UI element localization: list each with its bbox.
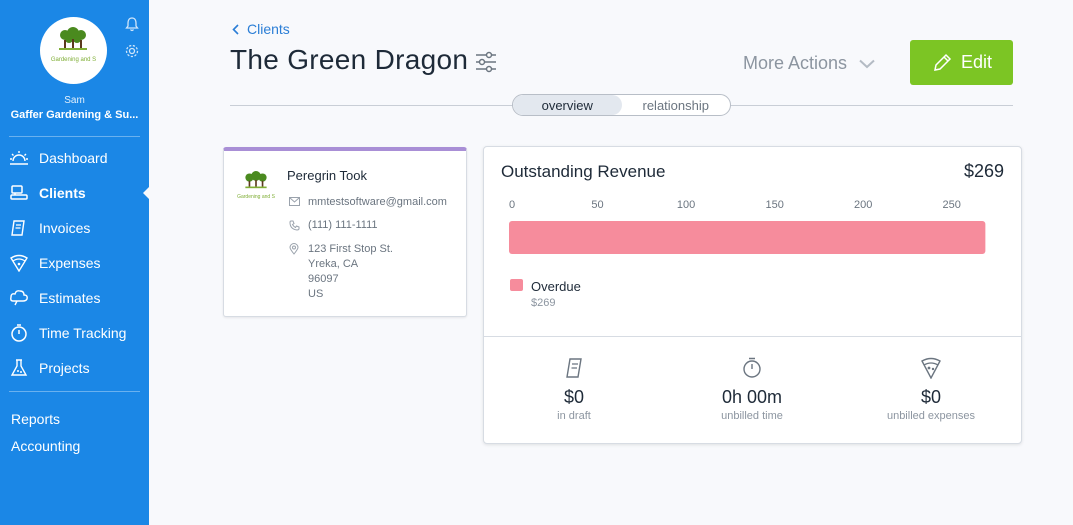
chevron-down-icon	[859, 59, 875, 68]
sidebar-item-label: Clients	[39, 185, 86, 201]
projects-icon	[9, 358, 29, 378]
map-pin-icon	[289, 243, 299, 255]
stopwatch-icon	[743, 357, 761, 378]
revenue-title: Outstanding Revenue	[501, 162, 666, 181]
invoice-draft-icon	[566, 358, 582, 378]
sidebar-item-label: Expenses	[39, 255, 101, 271]
gear-icon[interactable]	[124, 43, 140, 59]
contact-name: Peregrin Took	[287, 168, 367, 183]
legend-swatch-overdue	[510, 279, 523, 291]
sidebar-item-time-tracking[interactable]: Time Tracking	[0, 318, 149, 348]
contact-logo: Gardening and S	[232, 171, 280, 200]
revenue-total: $269	[963, 161, 1004, 181]
stat-value: 0h 00m	[721, 387, 783, 407]
contact-phone-row: (111) 111-1111	[288, 219, 378, 231]
view-tabs: overview relationship	[512, 94, 731, 116]
user-name: Sam	[64, 95, 85, 106]
sidebar-link-accounting[interactable]: Accounting	[11, 438, 81, 454]
edit-button[interactable]: Edit	[910, 40, 1013, 85]
revenue-bar-chart: 0 50 100 150 200 250	[509, 199, 986, 254]
sidebar-divider	[9, 136, 140, 137]
stat-label: unbilled time	[721, 410, 783, 422]
contact-address-row: 123 First Stop St. Yreka, CA 96097 US	[288, 242, 393, 302]
breadcrumb-label: Clients	[247, 21, 290, 37]
company-name[interactable]: Gaffer Gardening & Su...	[10, 109, 139, 121]
axis-tick-label: 150	[765, 199, 783, 211]
active-indicator	[143, 187, 149, 199]
contact-card[interactable]: Gardening and S Peregrin Took mmtestsoft…	[223, 147, 467, 317]
address-line: US	[308, 288, 324, 300]
sidebar: Gardening and S Sam Gaffer Gardening & S…	[0, 0, 149, 525]
stat-label: unbilled expenses	[886, 410, 976, 422]
stat-value: $0	[920, 387, 942, 407]
contact-logo-text: Gardening and S	[237, 194, 275, 200]
legend-label-overdue: Overdue	[531, 279, 581, 294]
page-title: The Green Dragon	[230, 44, 469, 75]
outstanding-revenue-card: Outstanding Revenue $269 0 50 100 150 200 250…	[483, 146, 1022, 444]
axis-tick-label: 0	[509, 199, 515, 211]
sidebar-item-label: Projects	[39, 360, 90, 376]
axis-tick-label: 100	[677, 199, 695, 211]
tree-logo-icon	[245, 171, 267, 189]
stat-unbilled-time[interactable]: 0h 00m unbilled time	[667, 357, 837, 422]
pizza-icon	[921, 357, 941, 379]
address-line: 123 First Stop St.	[308, 243, 393, 255]
stat-unbilled-expenses[interactable]: $0 unbilled expenses	[846, 357, 1016, 422]
edit-label: Edit	[960, 52, 993, 72]
contact-email-row: mmtestsoftware@gmail.com	[288, 196, 447, 208]
clients-icon	[9, 183, 29, 203]
tab-overview[interactable]: overview	[513, 95, 622, 115]
invoices-icon	[9, 218, 29, 238]
address-line: Yreka, CA	[308, 258, 359, 270]
sidebar-item-label: Estimates	[39, 290, 101, 306]
time-tracking-icon	[9, 323, 29, 343]
breadcrumb[interactable]: Clients	[232, 21, 290, 37]
tab-relationship[interactable]: relationship	[642, 97, 710, 113]
tree-logo-icon	[59, 27, 87, 50]
company-logo[interactable]: Gardening and S	[40, 17, 107, 84]
sidebar-divider	[9, 391, 140, 392]
stat-in-draft[interactable]: $0 in draft	[489, 357, 659, 422]
sidebar-item-estimates[interactable]: Estimates	[0, 283, 149, 313]
contact-email[interactable]: mmtestsoftware@gmail.com	[308, 196, 447, 208]
contact-phone[interactable]: (111) 111-1111	[308, 219, 378, 231]
axis-tick-label: 50	[591, 199, 603, 211]
address-line: 96097	[308, 273, 339, 285]
logo-text: Gardening and S	[50, 57, 97, 63]
bar-overdue[interactable]	[509, 221, 986, 254]
sidebar-item-expenses[interactable]: Expenses	[0, 248, 149, 278]
sidebar-item-dashboard[interactable]: Dashboard	[0, 143, 149, 173]
sidebar-link-reports[interactable]: Reports	[11, 411, 61, 427]
estimates-icon	[9, 288, 29, 308]
contact-address: 123 First Stop St. Yreka, CA 96097 US	[308, 242, 393, 302]
stat-label: in draft	[557, 410, 591, 422]
axis-tick-label: 200	[854, 199, 872, 211]
sidebar-item-clients[interactable]: Clients	[0, 178, 149, 208]
legend-value-overdue: $269	[531, 297, 556, 309]
revenue-divider	[484, 336, 1021, 337]
sidebar-item-projects[interactable]: Projects	[0, 353, 149, 383]
sidebar-item-invoices[interactable]: Invoices	[0, 213, 149, 243]
sidebar-item-label: Dashboard	[39, 150, 108, 166]
sidebar-item-label: Time Tracking	[39, 325, 127, 341]
envelope-icon	[288, 197, 300, 206]
more-actions-dropdown[interactable]: More Actions	[743, 53, 875, 74]
phone-icon	[288, 220, 299, 231]
settings-sliders-icon[interactable]	[474, 50, 498, 74]
sidebar-item-label: Invoices	[39, 220, 91, 236]
pencil-icon	[934, 53, 952, 71]
more-actions-label: More Actions	[743, 53, 848, 73]
expenses-icon	[9, 253, 29, 273]
bell-icon[interactable]	[124, 16, 140, 32]
axis-tick-label: 250	[943, 199, 961, 211]
chevron-left-icon	[232, 23, 239, 35]
stat-value: $0	[563, 387, 585, 407]
dashboard-icon	[9, 148, 29, 168]
